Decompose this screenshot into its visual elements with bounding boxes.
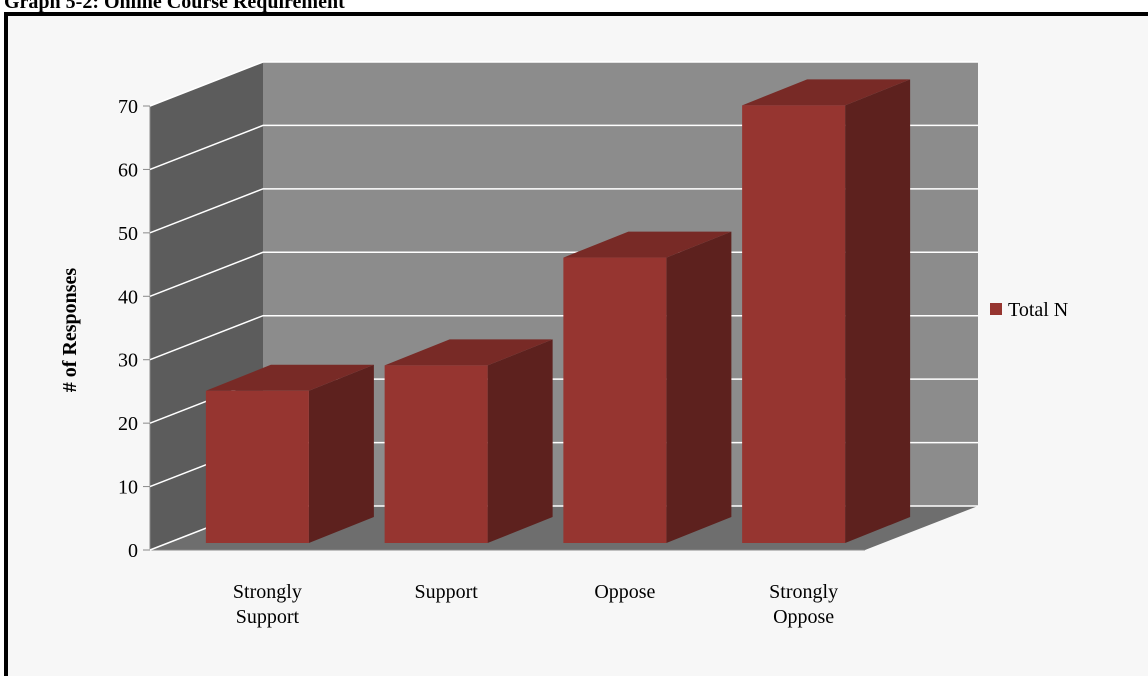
bar-side (666, 231, 732, 544)
bar-top (384, 339, 553, 366)
bar (205, 364, 374, 543)
y-tick-label: 50 (118, 223, 138, 245)
grid-line (149, 61, 978, 107)
bar-front (205, 390, 309, 543)
bar-front (742, 105, 846, 543)
bar (563, 231, 732, 544)
bar-side (845, 79, 911, 543)
y-tick-label: 60 (118, 159, 138, 181)
x-tick-label: Strongly Oppose (769, 581, 839, 628)
x-tick-label: Support (414, 581, 478, 603)
bar-side (487, 339, 553, 543)
y-tick-label: 70 (118, 96, 138, 118)
bar-side (308, 364, 374, 543)
grid-line (149, 251, 978, 297)
y-tick-label: 40 (118, 286, 138, 308)
bar-top (563, 231, 732, 258)
plot-area: 0 10 20 30 40 50 60 70 (118, 61, 978, 562)
x-tick-label: Oppose (594, 581, 656, 603)
legend-swatch (990, 303, 1002, 315)
y-tick-label: 0 (128, 540, 138, 562)
bar-top (742, 79, 911, 106)
bar (742, 79, 911, 543)
legend-label: Total N (1008, 299, 1068, 321)
y-tick-label: 30 (118, 350, 138, 372)
bar-front (563, 257, 667, 543)
bar (384, 339, 553, 543)
chart-title: Graph 5-2: Online Course Requirement (4, 0, 345, 13)
y-tick-label: 10 (118, 477, 138, 499)
grid-line (149, 188, 978, 234)
bar-top (205, 364, 374, 391)
grid-line (149, 314, 978, 361)
y-tick-label: 20 (118, 413, 138, 435)
y-axis-title: # of Responses (59, 268, 81, 393)
grid-line (149, 124, 978, 171)
x-tick-label: Strongly Support (232, 581, 302, 628)
bar-front (384, 365, 488, 543)
